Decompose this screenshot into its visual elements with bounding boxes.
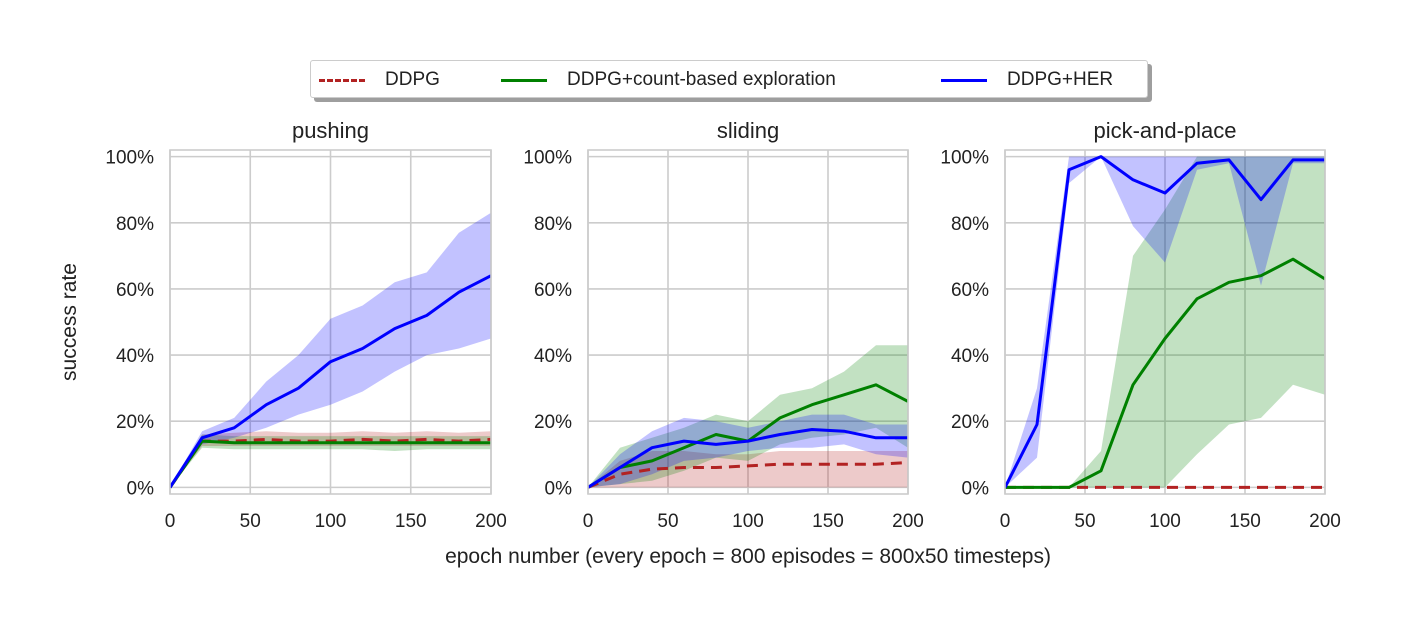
confidence-band (1005, 156, 1325, 488)
axes-frame (169, 149, 492, 495)
series-line (1005, 155, 1325, 489)
confidence-band (588, 414, 908, 488)
x-tick-label: 100 (315, 511, 347, 532)
x-tick-label: 200 (892, 511, 924, 532)
y-tick-label: 40% (951, 346, 989, 367)
x-tick-label: 150 (395, 511, 427, 532)
legend: DDPG DDPG+count-based exploration DDPG+HER (310, 60, 1148, 98)
panel-1: 0 50 100 150 200 0% 20% 40% 60% 80% 100% sliding (523, 118, 923, 532)
y-tick-label: 20% (116, 412, 154, 433)
x-tick-label: 150 (1229, 511, 1261, 532)
x-tick-label: 50 (657, 511, 678, 532)
y-tick-label: 80% (534, 214, 572, 235)
y-tick-label: 60% (951, 280, 989, 301)
panel-title: pick-and-place (1093, 118, 1236, 143)
x-tick-label: 100 (1149, 511, 1181, 532)
panel-title: pushing (292, 118, 369, 143)
y-tick-label: 60% (534, 280, 572, 301)
confidence-band (170, 431, 491, 488)
x-tick-label: 0 (165, 511, 176, 532)
y-tick-label: 0% (545, 478, 573, 499)
confidence-band (170, 212, 491, 488)
confidence-band (588, 451, 908, 488)
x-tick-label: 200 (475, 511, 507, 532)
panel-2: 0 50 100 150 200 0% 20% 40% 60% 80% 100% pick-and-p… (940, 118, 1340, 532)
legend-item: DDPG+count-based exploration (501, 61, 836, 99)
legend-item: DDPG+HER (941, 61, 1113, 99)
y-tick-label: 100% (940, 148, 989, 169)
panel-title: sliding (717, 118, 779, 143)
confidence-band (588, 345, 908, 488)
legend-swatch (319, 78, 365, 82)
series-line (588, 461, 908, 489)
y-tick-label: 100% (105, 148, 154, 169)
x-tick-label: 100 (732, 511, 764, 532)
confidence-band (1005, 156, 1325, 488)
x-tick-label: 0 (1000, 511, 1011, 532)
plot-area (588, 345, 908, 489)
series-line (170, 274, 491, 489)
y-tick-label: 20% (534, 412, 572, 433)
series-line (588, 428, 908, 489)
x-tick-label: 0 (583, 511, 594, 532)
y-tick-label: 0% (962, 478, 990, 499)
plot-area (1005, 155, 1325, 489)
axes-frame (1004, 149, 1326, 495)
x-tick-label: 200 (1309, 511, 1341, 532)
y-tick-label: 0% (127, 478, 155, 499)
y-tick-label: 100% (523, 148, 572, 169)
legend-label: DDPG+HER (1007, 69, 1114, 90)
y-tick-label: 80% (116, 214, 154, 235)
y-axis-label: success rate (58, 263, 81, 381)
x-tick-label: 50 (1074, 511, 1095, 532)
y-tick-label: 60% (116, 280, 154, 301)
y-tick-label: 80% (951, 214, 989, 235)
series-line (170, 439, 491, 489)
y-tick-label: 40% (116, 346, 154, 367)
y-tick-label: 20% (951, 412, 989, 433)
legend-item: DDPG (319, 61, 440, 99)
x-tick-label: 50 (240, 511, 261, 532)
panel-0: 0 50 100 150 200 0% 20% 40% 60% 80% 100% pushing suc… (58, 118, 507, 532)
y-tick-label: 40% (534, 346, 572, 367)
confidence-band (170, 434, 491, 488)
legend-label: DDPG+count-based exploration (567, 69, 836, 90)
legend-swatch (941, 78, 987, 82)
x-axis-label: epoch number (every epoch = 800 episodes… (445, 545, 1051, 568)
plot-area (170, 212, 491, 489)
axes-frame (587, 149, 909, 495)
legend-swatch (501, 78, 547, 82)
legend-label: DDPG (385, 69, 440, 90)
series-line (1005, 257, 1325, 489)
x-tick-label: 150 (812, 511, 844, 532)
